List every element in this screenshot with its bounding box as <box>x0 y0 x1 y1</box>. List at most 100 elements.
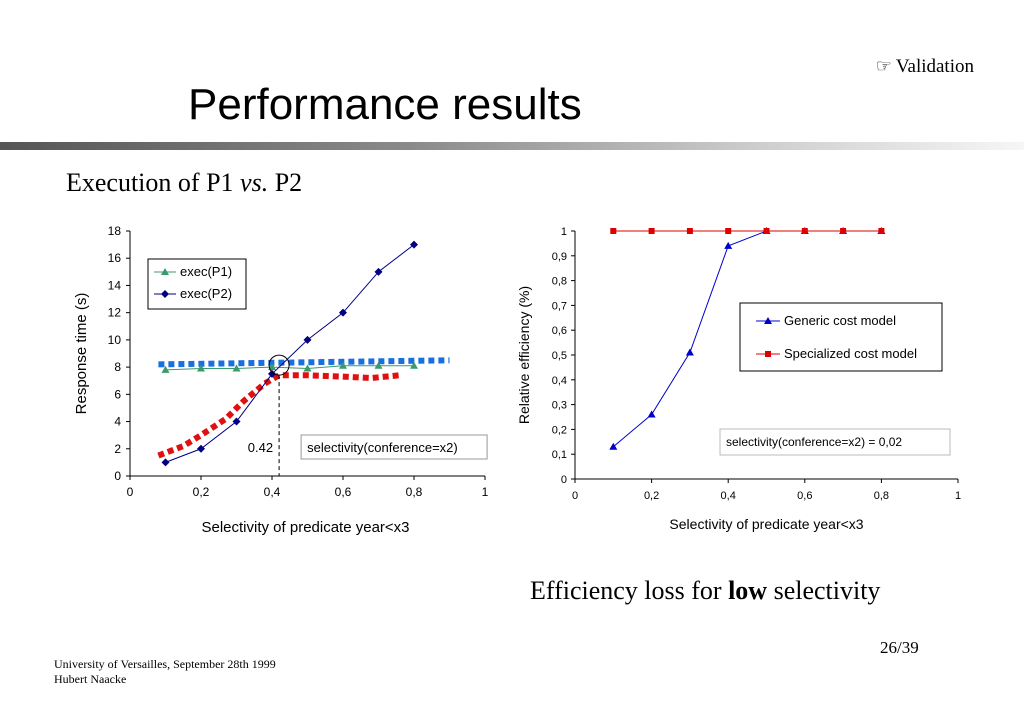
data-point <box>374 267 383 276</box>
data-point <box>339 308 347 317</box>
x-tick-label: 0,8 <box>874 490 889 502</box>
data-point <box>648 228 655 234</box>
data-point <box>763 228 770 234</box>
relative-efficiency-chart: 0 0,1 0,2 0,3 0,4 0,5 0,6 0,7 0,8 0,9 1 0 0,2 0,4 0,6 0… <box>516 226 961 532</box>
y-tick-label: 0,2 <box>552 424 567 436</box>
x-tick-label: 0,6 <box>335 485 352 499</box>
x-tick-label: 0,4 <box>264 485 281 499</box>
footer-affiliation: University of Versailles, September 28th… <box>54 657 276 671</box>
subtitle-suffix: P2 <box>268 168 303 197</box>
data-point <box>647 410 656 418</box>
data-point <box>303 335 312 344</box>
x-tick-label: 0 <box>572 490 578 502</box>
y-axis-label: Relative efficiency (%) <box>516 286 532 424</box>
data-point <box>197 444 205 453</box>
x-tick-label: 1 <box>482 485 489 499</box>
y-tick-label: 0,3 <box>552 400 567 412</box>
slide-title: Performance results <box>188 80 582 129</box>
legend-label: exec(P2) <box>180 286 232 301</box>
y-tick-label: 0,5 <box>552 350 567 362</box>
y-axis-label: Response time (s) <box>73 293 90 415</box>
series-line <box>165 244 415 463</box>
legend-label: exec(P1) <box>180 264 232 279</box>
x-tick-label: 0 <box>127 485 134 499</box>
overlay-dotted-line <box>157 372 401 459</box>
data-point <box>232 364 241 372</box>
legend-marker <box>764 317 772 324</box>
series-line <box>165 365 414 371</box>
data-point <box>840 228 847 234</box>
y-tick-label: 8 <box>114 360 121 374</box>
conclusion-suffix: selectivity <box>767 576 881 605</box>
conclusion-text: Efficiency loss for low selectivity <box>530 576 880 606</box>
y-tick-label: 12 <box>108 306 122 320</box>
conclusion-prefix: Efficiency loss for <box>530 576 729 605</box>
data-point <box>232 417 241 426</box>
title-divider <box>0 142 1024 150</box>
slide-subtitle: Execution of P1 vs. P2 <box>66 168 302 198</box>
response-time-chart: 0 2 4 6 8 10 12 14 16 18 0 0,2 0,4 0,6 0,8 1 Selectivity… <box>73 224 489 536</box>
legend-marker <box>765 351 771 357</box>
x-tick-label: 0,6 <box>797 490 812 502</box>
data-point <box>724 241 733 249</box>
x-axis-label: Selectivity of predicate year<x3 <box>669 516 863 532</box>
legend-box <box>739 302 943 372</box>
y-tick-label: 0 <box>114 469 121 483</box>
data-point <box>609 442 618 450</box>
legend-marker <box>161 268 169 275</box>
legend-label: Generic cost model <box>784 313 896 328</box>
x-tick-label: 0,4 <box>721 490 736 502</box>
data-point <box>374 361 383 369</box>
legend-marker <box>161 290 169 298</box>
y-tick-label: 4 <box>114 415 121 429</box>
data-point <box>410 361 418 369</box>
subtitle-vs: vs. <box>240 168 269 197</box>
legend-box <box>147 258 247 310</box>
data-point <box>610 228 617 234</box>
section-label-text: Validation <box>895 56 974 77</box>
x-tick-label: 0,2 <box>193 485 210 499</box>
data-point <box>161 365 170 373</box>
y-tick-label: 0,6 <box>552 325 567 337</box>
x-tick-label: 0,8 <box>406 485 423 499</box>
x-tick-label: 1 <box>955 490 961 502</box>
data-point <box>197 364 205 372</box>
x-tick-label: 0,2 <box>644 490 659 502</box>
y-tick-label: 0,7 <box>552 300 567 312</box>
y-tick-label: 0,4 <box>552 375 567 387</box>
y-tick-label: 10 <box>108 333 122 347</box>
data-point <box>303 364 312 372</box>
data-point <box>878 228 885 234</box>
note-box <box>719 428 951 456</box>
data-point <box>268 369 276 378</box>
subtitle-prefix: Execution of P1 <box>66 168 241 197</box>
hand-pointer-icon: ☞ <box>875 56 892 76</box>
crossover-label: 0.42 <box>248 440 273 455</box>
note-text: selectivity(conference=x2) <box>307 440 458 455</box>
overlay-dotted-line <box>158 357 450 368</box>
x-axis-label: Selectivity of predicate year<x3 <box>201 519 409 536</box>
y-tick-label: 6 <box>114 387 121 401</box>
data-point <box>410 240 418 249</box>
legend-label: Specialized cost model <box>784 346 917 361</box>
footer-author: Hubert Naacke <box>54 672 127 686</box>
y-tick-label: 18 <box>108 224 122 238</box>
data-point <box>339 361 347 369</box>
y-tick-label: 1 <box>561 226 567 238</box>
conclusion-bold: low <box>728 576 768 605</box>
note-box <box>300 434 488 460</box>
y-tick-label: 0,8 <box>552 276 567 288</box>
y-tick-label: 2 <box>114 442 121 456</box>
y-tick-label: 14 <box>108 278 122 292</box>
section-label: ☞ Validation <box>876 56 974 78</box>
data-point <box>686 228 693 234</box>
y-tick-label: 0,1 <box>552 449 567 461</box>
y-tick-label: 16 <box>108 251 122 265</box>
y-tick-label: 0 <box>561 474 567 486</box>
data-point <box>161 458 170 467</box>
data-point <box>685 348 694 356</box>
note-text: selectivity(conference=x2) = 0,02 <box>726 435 902 449</box>
page-number: 26/39 <box>880 638 919 657</box>
data-point <box>725 228 732 234</box>
data-point <box>801 228 808 234</box>
